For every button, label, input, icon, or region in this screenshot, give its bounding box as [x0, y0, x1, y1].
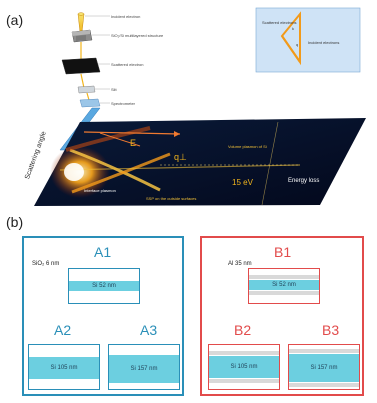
- label-incident: Incident electron: [111, 14, 141, 19]
- sample-b1-si-label: Si 52 nm: [272, 282, 296, 288]
- label-ev: 15 eV: [232, 178, 253, 187]
- label-spectrometer: Spectrometer: [111, 101, 136, 106]
- sample-b3-al-top: [289, 349, 359, 353]
- svg-text:k: k: [292, 26, 294, 31]
- sample-a3-si-label: Si 157 nm: [130, 366, 158, 372]
- sample-b1-si-layer: Si 52 nm: [249, 280, 319, 290]
- label-energy-loss: Energy loss: [288, 178, 320, 184]
- sample-b1-al-bottom: [249, 291, 319, 295]
- label-slit: Slit: [111, 87, 117, 92]
- sample-a3-si-layer: Si 157 nm: [109, 355, 179, 383]
- inset-label-scattered: Scattered electrons: [262, 20, 297, 25]
- label-interface: Interface plasmon: [84, 188, 116, 193]
- sample-a3: Si 157 nm: [108, 344, 180, 390]
- sample-b3-si-label: Si 157 nm: [310, 365, 338, 371]
- sample-a2-si-label: Si 105 nm: [50, 365, 78, 371]
- scattering-inset: [255, 7, 361, 73]
- panel-b-letter: (b): [6, 214, 24, 230]
- sample-a1-si-layer: Si 52 nm: [69, 281, 139, 291]
- sample-b1-title: B1: [274, 244, 292, 260]
- sample-stack-icon: [71, 29, 93, 43]
- label-scattered: Scattered electron: [111, 62, 144, 67]
- sample-b2-si-label: Si 105 nm: [230, 364, 258, 370]
- incident-beam-icon: [77, 12, 85, 33]
- panel-a-diagram: k q: [34, 7, 366, 206]
- sample-a3-title: A3: [140, 322, 158, 338]
- sample-b2: Si 105 nm: [208, 344, 280, 390]
- sample-b1-oxide-label: Al 35 nm: [228, 261, 252, 267]
- label-q: q⊥: [174, 152, 187, 162]
- spectrometer-icon: [79, 98, 101, 108]
- group-a-box: A1 SiO₂ 6 nm Si 52 nm A2 Si 105 nm A3 Si…: [22, 236, 184, 396]
- sample-a2-si-layer: Si 105 nm: [29, 357, 99, 379]
- group-b-box: B1 Al 35 nm Si 52 nm B2 Si 105 nm B3 Si …: [200, 236, 364, 396]
- sample-b1: Si 52 nm: [248, 268, 320, 304]
- sample-b1-al-top: [249, 275, 319, 279]
- sample-b3: Si 157 nm: [288, 344, 360, 390]
- sample-b3-al-bottom: [289, 383, 359, 387]
- panel-a-letter: (a): [6, 12, 24, 28]
- sample-b3-si-layer: Si 157 nm: [289, 354, 359, 382]
- sample-b2-title: B2: [234, 322, 252, 338]
- label-ssp: SSP on the outside surfaces: [146, 196, 197, 201]
- label-volume-plasmon: Volume plasmon of Si: [228, 144, 267, 149]
- slit-icon: [77, 85, 96, 94]
- sample-a2: Si 105 nm: [28, 344, 100, 390]
- sample-b2-al-bottom: [209, 379, 279, 383]
- dispersion-glow-icon: [50, 126, 301, 198]
- sample-b2-al-top: [209, 351, 279, 355]
- svg-text:q: q: [296, 42, 298, 47]
- sample-a2-title: A2: [54, 322, 72, 338]
- sample-b2-si-layer: Si 105 nm: [209, 356, 279, 378]
- label-sample: SiO₂/Si multilayered structure: [111, 33, 164, 38]
- sample-a1: Si 52 nm: [68, 268, 140, 304]
- sample-a1-oxide-label: SiO₂ 6 nm: [32, 261, 60, 267]
- label-E: E: [130, 138, 137, 148]
- sample-a1-title: A1: [94, 244, 112, 260]
- scattered-plate-icon: [61, 57, 101, 75]
- spectrum-screen: [34, 118, 366, 206]
- inset-label-incident: Incident electrons: [308, 40, 340, 45]
- sample-b3-title: B3: [322, 322, 340, 338]
- sample-a1-si-label: Si 52 nm: [92, 283, 116, 289]
